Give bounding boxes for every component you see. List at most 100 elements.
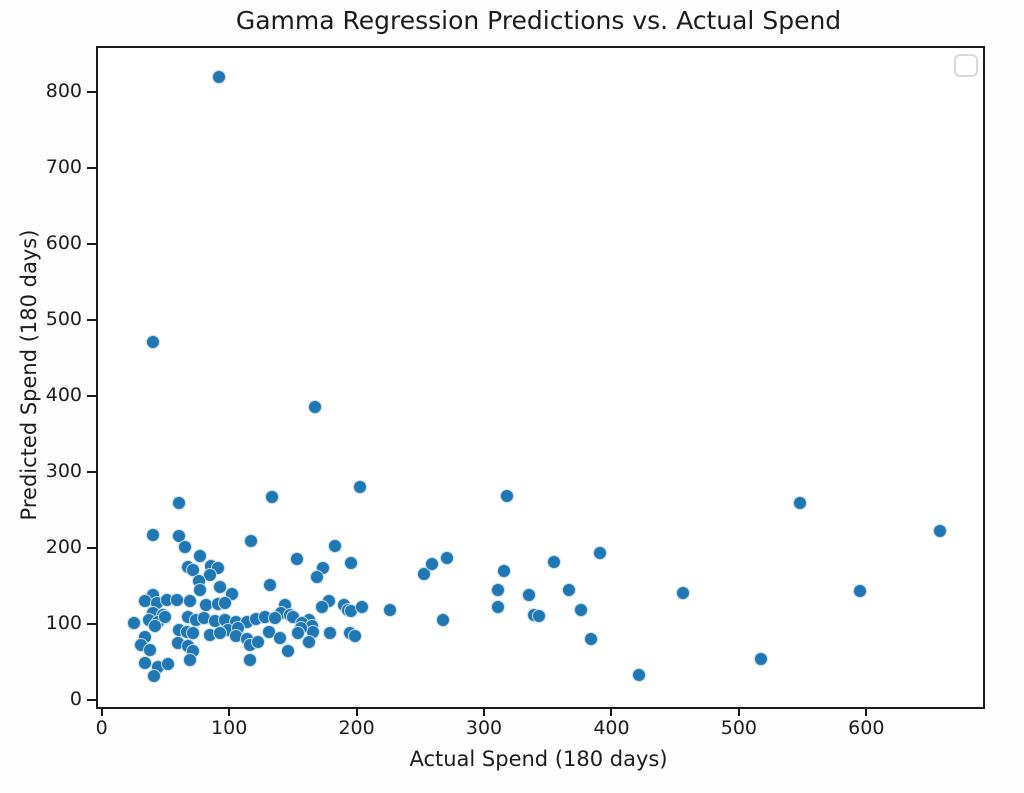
- x-tick-label: 200: [338, 717, 375, 739]
- scatter-point: [531, 608, 546, 623]
- legend-box: [954, 54, 978, 77]
- y-tick: [87, 547, 96, 550]
- scatter-point: [353, 479, 368, 494]
- scatter-point: [160, 656, 175, 671]
- y-tick-label: 800: [45, 80, 82, 103]
- scatter-point: [753, 652, 768, 667]
- scatter-point: [146, 668, 161, 683]
- scatter-point: [302, 634, 317, 649]
- x-tick: [737, 707, 740, 716]
- x-axis-label: Actual Spend (180 days): [409, 747, 668, 771]
- scatter-point: [182, 593, 197, 608]
- scatter-point: [242, 652, 257, 667]
- scatter-point: [327, 538, 342, 553]
- scatter-point: [675, 585, 690, 600]
- x-tick: [228, 707, 231, 716]
- scatter-point: [852, 584, 867, 599]
- scatter-point: [273, 630, 288, 645]
- scatter-point: [172, 496, 187, 511]
- scatter-point: [243, 533, 258, 548]
- scatter-point: [793, 495, 808, 510]
- scatter-point: [265, 490, 280, 505]
- scatter-point: [268, 611, 283, 626]
- scatter-point: [186, 626, 201, 641]
- x-tick-label: 300: [465, 717, 503, 739]
- scatter-point: [382, 602, 397, 617]
- scatter-point: [491, 582, 506, 597]
- scatter-point: [562, 582, 577, 597]
- scatter-point: [315, 599, 330, 614]
- y-tick-label: 200: [45, 536, 82, 559]
- scatter-point: [344, 555, 359, 570]
- scatter-point: [547, 554, 562, 569]
- scatter-point: [138, 655, 153, 670]
- scatter-point: [424, 557, 439, 572]
- x-tick-label: 500: [720, 717, 757, 739]
- x-tick: [483, 707, 486, 716]
- scatter-point: [307, 399, 322, 414]
- scatter-point: [499, 488, 514, 503]
- scatter-point: [218, 595, 233, 610]
- scatter-point: [169, 592, 184, 607]
- y-tick: [87, 395, 96, 398]
- scatter-point: [126, 616, 141, 631]
- scatter-point: [192, 549, 207, 564]
- y-tick-label: 500: [45, 308, 82, 331]
- y-tick: [87, 471, 96, 474]
- x-tick: [610, 707, 613, 716]
- y-tick-label: 700: [45, 156, 82, 179]
- x-tick-label: 0: [95, 717, 108, 739]
- y-tick-label: 600: [45, 232, 82, 255]
- y-tick: [87, 243, 96, 246]
- scatter-point: [290, 626, 305, 641]
- y-tick: [87, 167, 96, 170]
- scatter-point: [354, 599, 369, 614]
- scatter-point: [632, 667, 647, 682]
- y-tick: [87, 699, 96, 702]
- scatter-point: [211, 70, 226, 85]
- y-tick: [87, 319, 96, 322]
- scatter-point: [310, 569, 325, 584]
- scatter-point: [417, 566, 432, 581]
- scatter-point: [148, 619, 163, 634]
- scatter-point: [289, 551, 304, 566]
- x-tick-label: 600: [848, 717, 885, 739]
- scatter-point: [177, 540, 192, 555]
- y-tick-label: 300: [45, 460, 82, 483]
- scatter-point: [497, 563, 512, 578]
- chart-title: Gamma Regression Predictions vs. Actual …: [235, 6, 842, 35]
- scatter-point: [491, 600, 506, 615]
- y-tick-label: 0: [69, 688, 82, 711]
- x-tick: [100, 707, 103, 716]
- scatter-point: [348, 629, 363, 644]
- scatter-point: [143, 642, 158, 657]
- scatter-point: [521, 588, 536, 603]
- x-tick-label: 100: [211, 717, 248, 739]
- scatter-point: [573, 602, 588, 617]
- scatter-point: [933, 524, 948, 539]
- scatter-point: [280, 644, 295, 659]
- scatter-point: [262, 577, 277, 592]
- scatter-point: [440, 551, 455, 565]
- y-tick: [87, 623, 96, 626]
- scatter-point: [192, 582, 207, 597]
- x-tick: [355, 707, 358, 716]
- scatter-point: [158, 609, 173, 624]
- scatter-point: [213, 626, 228, 641]
- scatter-point: [145, 528, 160, 543]
- y-tick: [87, 91, 96, 94]
- scatter-point: [145, 334, 160, 349]
- x-tick-label: 400: [593, 717, 630, 739]
- scatter-point: [322, 626, 337, 641]
- y-tick-label: 100: [45, 612, 82, 635]
- x-tick: [865, 707, 868, 716]
- y-tick-label: 400: [45, 384, 82, 407]
- scatter-point: [584, 631, 599, 646]
- scatter-point: [213, 579, 228, 594]
- plot-area: [96, 46, 985, 709]
- scatter-point: [436, 612, 451, 627]
- scatter-point: [251, 634, 266, 649]
- scatter-point: [182, 652, 197, 667]
- scatter-point: [592, 545, 607, 560]
